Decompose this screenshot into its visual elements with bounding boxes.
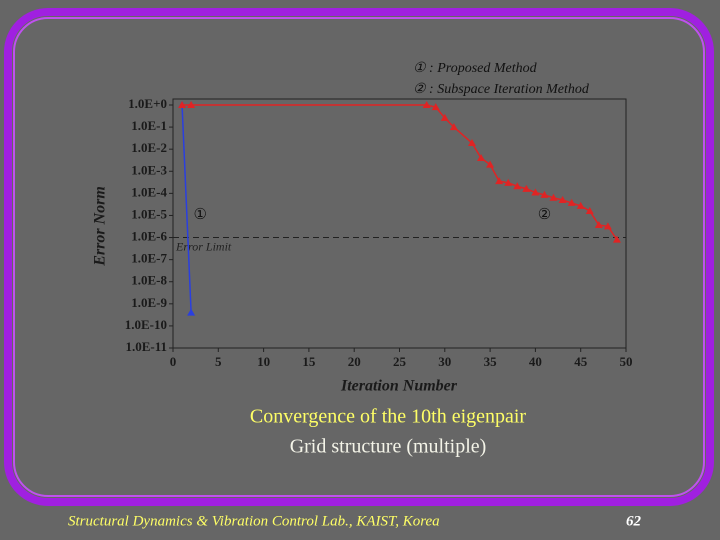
y-tick-label: 1.0E-5 xyxy=(131,206,167,221)
x-tick-label: 10 xyxy=(257,354,270,369)
x-tick-label: 25 xyxy=(393,354,407,369)
data-point xyxy=(522,184,531,192)
data-point xyxy=(558,196,567,204)
y-tick-label: 1.0E-6 xyxy=(131,229,167,244)
y-tick-label: 1.0E-10 xyxy=(125,317,167,332)
data-point xyxy=(504,178,513,186)
slide-border xyxy=(4,8,714,506)
data-point xyxy=(422,101,431,108)
y-tick-label: 1.0E-3 xyxy=(131,162,167,177)
data-point xyxy=(187,308,196,316)
data-point xyxy=(531,188,540,196)
y-tick-label: 1.0E-4 xyxy=(131,184,167,199)
legend-entry: ① : Proposed Method xyxy=(413,61,538,76)
data-point xyxy=(187,101,196,108)
slide-border-inner xyxy=(13,17,705,497)
x-tick-label: 0 xyxy=(170,354,177,369)
data-point xyxy=(540,190,549,198)
y-tick-label: 1.0E+0 xyxy=(128,96,167,111)
data-point xyxy=(612,235,621,243)
data-point xyxy=(486,160,495,168)
data-point xyxy=(576,201,585,209)
series-line xyxy=(181,104,192,313)
data-point xyxy=(513,182,522,190)
y-tick-label: 1.0E-2 xyxy=(131,140,167,155)
data-point xyxy=(594,220,603,228)
data-point xyxy=(449,123,458,131)
data-point xyxy=(440,113,449,121)
data-point xyxy=(567,198,576,206)
data-point xyxy=(495,177,504,185)
y-tick-label: 1.0E-8 xyxy=(131,273,167,288)
x-tick-label: 45 xyxy=(574,354,588,369)
x-tick-label: 35 xyxy=(484,354,498,369)
y-axis-title: Error Norm xyxy=(92,186,109,267)
data-point xyxy=(603,222,612,230)
y-tick-label: 1.0E-1 xyxy=(131,118,167,133)
data-point xyxy=(477,153,486,161)
data-point xyxy=(431,103,440,111)
chart-subtitle: Grid structure (multiple) xyxy=(290,436,487,458)
x-tick-label: 15 xyxy=(302,354,316,369)
page-number: 62 xyxy=(626,513,642,529)
annotation: ② xyxy=(538,207,551,223)
error-limit-label: Error Limit xyxy=(175,239,232,253)
x-tick-label: 30 xyxy=(438,354,451,369)
x-tick-label: 40 xyxy=(529,354,542,369)
data-point xyxy=(585,206,594,214)
data-point xyxy=(467,139,476,147)
y-tick-label: 1.0E-7 xyxy=(131,251,167,266)
x-tick-label: 20 xyxy=(348,354,361,369)
annotation: ① xyxy=(193,207,206,223)
chart-title: Convergence of the 10th eigenpair xyxy=(250,406,527,428)
y-tick-label: 1.0E-9 xyxy=(131,295,167,310)
data-point xyxy=(549,193,558,201)
x-axis-title: Iteration Number xyxy=(340,378,458,395)
plot: 1.0E+0 1.0E-1 1.0E-2 1.0E-3 1.0E-4 1.0E-5 1.0E… xyxy=(92,61,633,394)
data-point xyxy=(178,101,187,108)
footer: Structural Dynamics & Vibration Control … xyxy=(68,513,440,529)
y-tick-label: 1.0E-11 xyxy=(125,339,167,354)
x-tick-label: 50 xyxy=(620,354,633,369)
legend-entry: ② : Subspace Iteration Method xyxy=(413,82,590,97)
x-tick-label: 5 xyxy=(215,354,222,369)
